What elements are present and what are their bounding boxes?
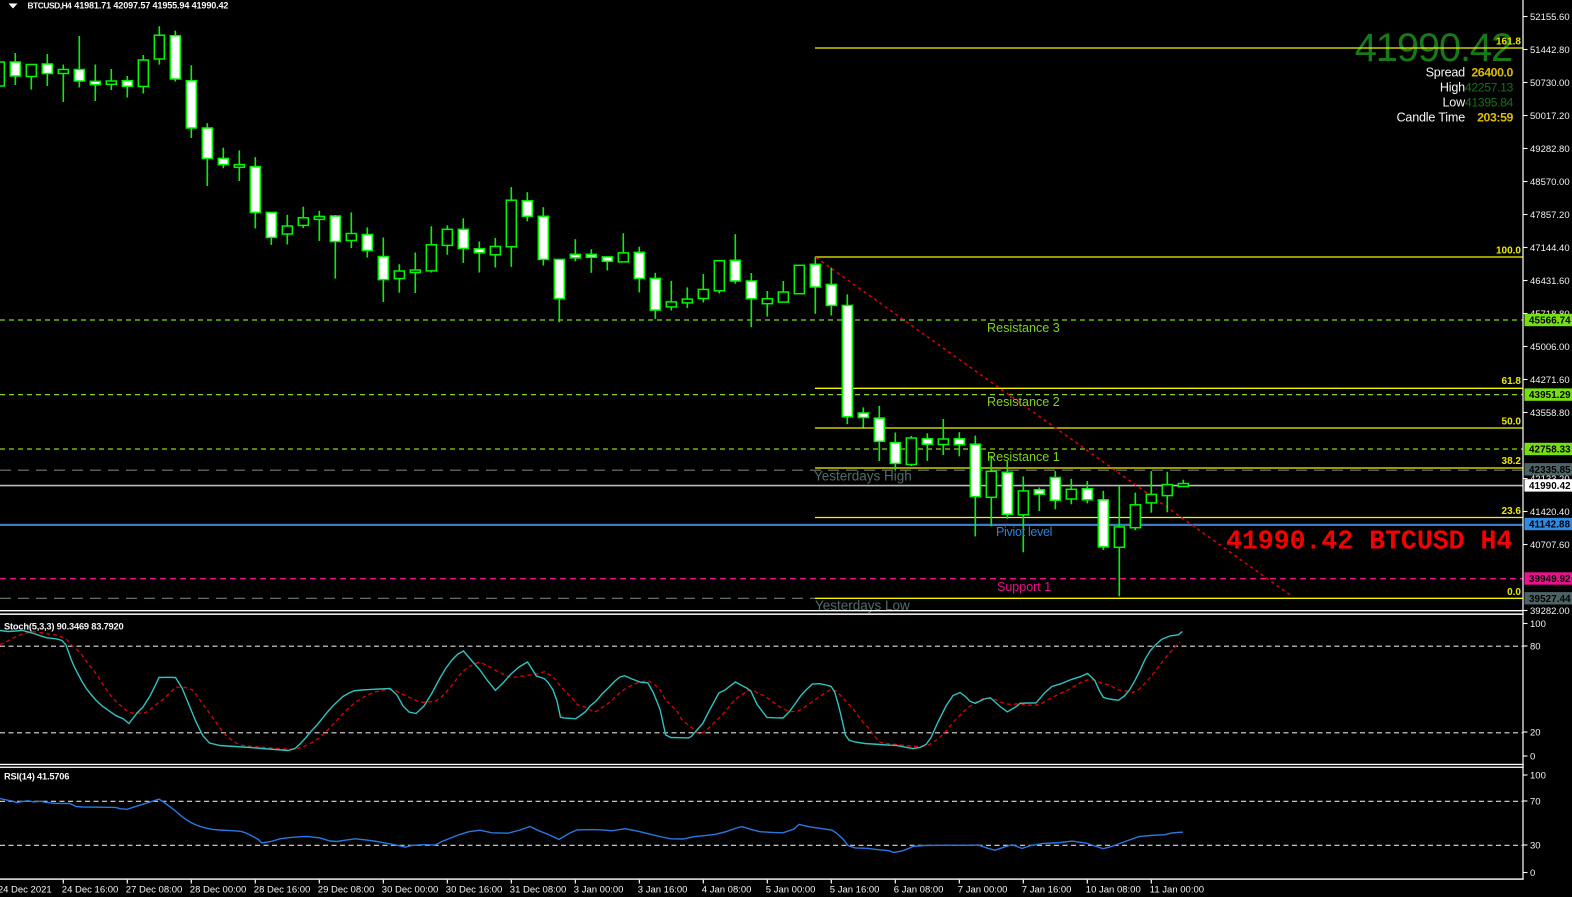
svg-text:29 Dec 08:00: 29 Dec 08:00 (318, 885, 375, 896)
svg-text:203:59: 203:59 (1477, 111, 1513, 125)
svg-text:Low: Low (1442, 96, 1466, 110)
svg-text:Yesterdays Low: Yesterdays Low (815, 598, 910, 613)
svg-text:Support 1: Support 1 (997, 580, 1051, 594)
svg-text:43951.29: 43951.29 (1529, 390, 1571, 401)
svg-text:41395.84: 41395.84 (1465, 96, 1514, 110)
svg-text:44271.60: 44271.60 (1530, 375, 1570, 386)
svg-text:28 Dec 16:00: 28 Dec 16:00 (254, 885, 311, 896)
svg-text:43558.80: 43558.80 (1530, 408, 1570, 419)
svg-text:61.8: 61.8 (1502, 376, 1522, 387)
svg-text:80: 80 (1530, 641, 1541, 652)
svg-text:3 Jan 16:00: 3 Jan 16:00 (638, 885, 688, 896)
svg-text:47144.40: 47144.40 (1530, 243, 1570, 254)
svg-text:41990.42 BTCUSD H4: 41990.42 BTCUSD H4 (1226, 527, 1512, 557)
svg-text:38.2: 38.2 (1502, 456, 1522, 467)
svg-text:100: 100 (1530, 770, 1546, 781)
svg-text:BTCUSD,H4: BTCUSD,H4 (28, 1, 73, 11)
svg-text:45006.00: 45006.00 (1530, 342, 1570, 353)
svg-text:Yesterdays High: Yesterdays High (814, 469, 912, 484)
svg-text:41420.40: 41420.40 (1530, 507, 1570, 518)
svg-text:20: 20 (1530, 727, 1541, 738)
svg-text:41981.71 42097.57 41955.94 419: 41981.71 42097.57 41955.94 41990.42 (74, 1, 228, 11)
svg-text:30 Dec 16:00: 30 Dec 16:00 (446, 885, 503, 896)
svg-text:100: 100 (1530, 619, 1546, 630)
svg-text:24 Dec 2021: 24 Dec 2021 (0, 885, 52, 896)
svg-text:100.0: 100.0 (1496, 246, 1521, 257)
svg-text:4 Jan 08:00: 4 Jan 08:00 (702, 885, 752, 896)
svg-text:39949.92: 39949.92 (1529, 574, 1571, 585)
svg-text:27 Dec 08:00: 27 Dec 08:00 (126, 885, 183, 896)
svg-text:0.0: 0.0 (1507, 587, 1521, 598)
svg-text:28 Dec 00:00: 28 Dec 00:00 (190, 885, 247, 896)
svg-text:5 Jan 00:00: 5 Jan 00:00 (766, 885, 816, 896)
svg-text:161.8: 161.8 (1496, 37, 1521, 48)
svg-text:High: High (1440, 81, 1465, 95)
svg-text:42257.13: 42257.13 (1465, 81, 1514, 95)
svg-text:41142.88: 41142.88 (1529, 520, 1571, 531)
svg-text:50.0: 50.0 (1502, 417, 1522, 428)
svg-text:31 Dec 08:00: 31 Dec 08:00 (510, 885, 567, 896)
svg-text:52155.60: 52155.60 (1530, 12, 1570, 23)
svg-text:30: 30 (1530, 840, 1541, 851)
svg-text:50017.20: 50017.20 (1530, 111, 1570, 122)
svg-text:51442.80: 51442.80 (1530, 45, 1570, 56)
svg-text:23.6: 23.6 (1502, 506, 1522, 517)
svg-text:30 Dec 00:00: 30 Dec 00:00 (382, 885, 439, 896)
svg-text:Stoch(5,3,3) 90.3469 83.7920: Stoch(5,3,3) 90.3469 83.7920 (4, 622, 124, 632)
svg-text:Piviot level: Piviot level (996, 525, 1052, 539)
svg-text:6 Jan 08:00: 6 Jan 08:00 (894, 885, 944, 896)
svg-text:48570.00: 48570.00 (1530, 177, 1570, 188)
svg-text:0: 0 (1530, 751, 1535, 762)
svg-text:0: 0 (1530, 868, 1535, 879)
svg-text:5 Jan 16:00: 5 Jan 16:00 (830, 885, 880, 896)
svg-text:7 Jan 16:00: 7 Jan 16:00 (1022, 885, 1072, 896)
svg-text:Spread: Spread (1426, 66, 1466, 80)
svg-text:3 Jan 00:00: 3 Jan 00:00 (574, 885, 624, 896)
svg-text:50730.00: 50730.00 (1530, 78, 1570, 89)
svg-text:49282.80: 49282.80 (1530, 144, 1570, 155)
svg-text:RSI(14) 41.5706: RSI(14) 41.5706 (4, 772, 69, 782)
svg-text:39282.00: 39282.00 (1530, 606, 1570, 617)
svg-text:46431.60: 46431.60 (1530, 276, 1570, 287)
svg-text:7 Jan 00:00: 7 Jan 00:00 (958, 885, 1008, 896)
svg-text:24 Dec 16:00: 24 Dec 16:00 (62, 885, 119, 896)
svg-text:70: 70 (1530, 796, 1541, 807)
svg-text:39527.44: 39527.44 (1529, 594, 1571, 605)
svg-text:40707.60: 40707.60 (1530, 540, 1570, 551)
svg-text:42758.33: 42758.33 (1529, 445, 1571, 456)
svg-text:26400.0: 26400.0 (1471, 66, 1513, 80)
svg-text:10 Jan 08:00: 10 Jan 08:00 (1086, 885, 1141, 896)
svg-text:Resistance 1: Resistance 1 (987, 450, 1060, 464)
svg-text:45566.74: 45566.74 (1529, 316, 1571, 327)
svg-text:47857.20: 47857.20 (1530, 210, 1570, 221)
svg-text:Resistance 2: Resistance 2 (987, 395, 1060, 409)
svg-text:42335.85: 42335.85 (1529, 465, 1571, 476)
svg-text:Candle Time: Candle Time (1397, 111, 1466, 125)
svg-text:11 Jan 00:00: 11 Jan 00:00 (1150, 885, 1204, 896)
svg-text:Resistance 3: Resistance 3 (987, 321, 1060, 335)
svg-text:41990.42: 41990.42 (1529, 481, 1571, 492)
